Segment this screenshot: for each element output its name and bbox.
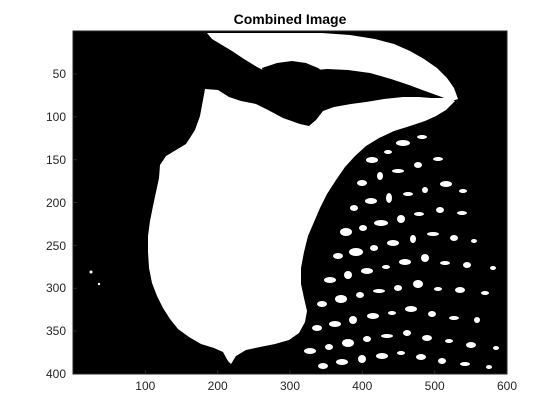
y-tick-label: 350 (46, 324, 66, 338)
isolated-speck-left-2 (97, 282, 101, 286)
y-tick-label: 50 (53, 67, 67, 81)
y-tick-label: 400 (46, 367, 66, 381)
main-white-region (148, 89, 455, 364)
x-axis: 100 200 300 400 500 600 (135, 370, 517, 393)
x-tick-label: 500 (425, 379, 445, 393)
upper-white-region (207, 33, 458, 101)
x-tick-label: 200 (208, 379, 228, 393)
upper-gap (262, 61, 355, 121)
y-tick-label: 100 (46, 110, 66, 124)
speckle-field (304, 135, 499, 369)
y-tick-label: 300 (46, 281, 66, 295)
y-tick-label: 250 (46, 239, 66, 253)
x-tick-label: 400 (352, 379, 372, 393)
figure-title: Combined Image (234, 11, 347, 27)
x-tick-label: 600 (497, 379, 517, 393)
isolated-speck-left (89, 270, 93, 274)
y-axis: 50 100 150 200 250 300 350 400 (46, 67, 77, 381)
y-tick-label: 150 (46, 153, 66, 167)
binary-image (73, 31, 507, 374)
x-tick-label: 100 (135, 379, 155, 393)
y-tick-label: 200 (46, 196, 66, 210)
x-tick-label: 300 (280, 379, 300, 393)
